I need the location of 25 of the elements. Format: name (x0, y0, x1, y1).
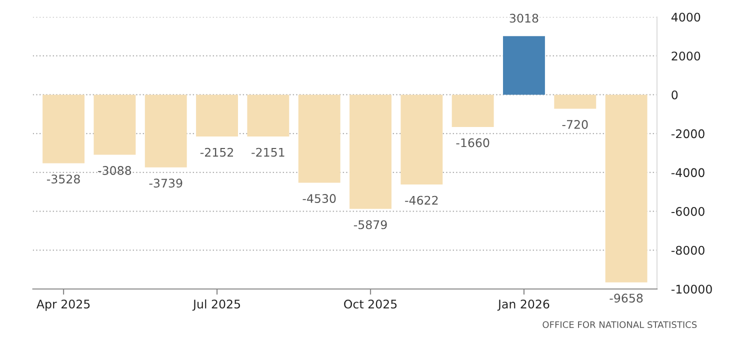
y-tick-label: -6000 (671, 207, 704, 216)
data-label: -9658 (610, 294, 643, 303)
y-tick-label: 4000 (671, 12, 700, 22)
data-label: -3528 (46, 174, 80, 184)
data-label: -3739 (149, 178, 182, 188)
data-label: -4530 (302, 194, 336, 203)
data-label: 3018 (510, 14, 538, 23)
data-label: -2151 (252, 148, 284, 157)
y-tick-label: 0 (672, 90, 678, 100)
y-tick-label: -10000 (671, 284, 712, 294)
x-tick-label: Oct 2025 (344, 300, 397, 309)
text: OFFICE FOR NATIONAL STATISTICS (542, 321, 697, 328)
data-label: -5879 (354, 220, 387, 230)
data-label: -1660 (456, 138, 490, 148)
x-tick-label: Jul 2025 (192, 299, 240, 311)
data-label: -720 (562, 120, 588, 129)
x-tick-label: Apr 2025 (36, 300, 90, 311)
y-tick-label: 2000 (672, 52, 700, 61)
y-tick-label: -2000 (671, 129, 704, 138)
data-label: -2152 (200, 148, 233, 157)
data-label: -3088 (98, 166, 132, 175)
data-label: -4622 (405, 196, 438, 205)
x-tick-label: Jan 2026 (497, 300, 550, 311)
y-tick-label: -8000 (671, 246, 704, 255)
y-tick-label: -4000 (671, 168, 704, 178)
